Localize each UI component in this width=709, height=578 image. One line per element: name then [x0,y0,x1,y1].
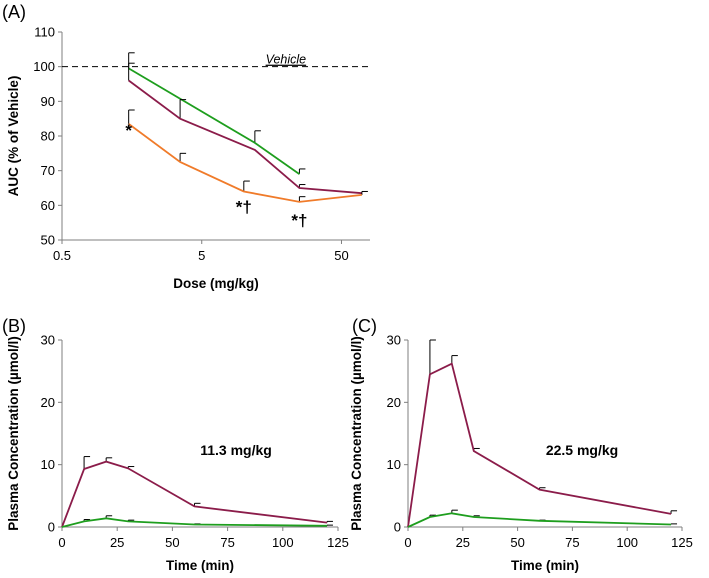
dose-label: 22.5 mg/kg [546,442,618,458]
x-tick-label: 125 [327,535,349,550]
chart-panel-1: (A) 50 60 70 80 90 100 110 0.5 5 50 Dose (mg/kg) AUC… [2,2,370,291]
y-axis-label: Plasma Concentration (µmol/l) [6,336,21,531]
panel-label: (B) [2,316,26,336]
x-tick-label: 50 [165,535,179,550]
significance-marker: *† [236,197,252,216]
x-tick-label: 5 [198,248,205,263]
x-tick-label: 100 [616,535,638,550]
x-tick-label: 0.5 [53,248,71,263]
dose-label: 11.3 mg/kg [200,442,272,458]
x-tick-label: 125 [671,535,693,550]
x-tick-label: 50 [510,535,524,550]
y-tick-label: 90 [41,94,55,109]
vehicle-label: Vehicle [266,53,307,67]
series-line-purple [61,460,328,528]
x-tick-label: 75 [220,535,234,550]
y-tick-label: 0 [394,520,401,535]
chart-panel-3: (C) 0 10 20 30 0 25 50 75 100 125 Time (min) Plasma … [349,316,693,573]
y-tick-label: 50 [41,233,55,248]
y-axis-label: AUC (% of Vehicle) [6,76,21,197]
series-purple [128,62,362,195]
y-tick-label: 60 [41,198,55,213]
series-green [61,515,333,528]
series-line-green [128,67,300,175]
series-purple [407,339,678,528]
x-tick-label: 100 [272,535,294,550]
x-tick-label: 50 [334,248,348,263]
y-tick-label: 110 [34,25,55,40]
y-tick-label: 30 [387,333,401,348]
panel-label: (C) [352,316,377,336]
series-purple [61,456,333,528]
y-tick-label: 80 [41,129,55,144]
y-axis-label: Plasma Concentration (µmol/l) [349,336,364,531]
significance-marker: * [125,121,132,140]
series-green [407,509,678,528]
y-tick-label: 0 [48,520,55,535]
y-tick-label: 20 [41,395,55,410]
y-tick-label: 20 [387,395,401,410]
y-tick-label: 100 [33,59,55,74]
x-axis-label: Time (min) [166,558,234,573]
series-orange [128,109,368,203]
y-tick-label: 70 [41,163,55,178]
x-tick-label: 25 [110,535,124,550]
x-axis-label: Time (min) [511,558,579,573]
significance-marker: *† [291,211,307,230]
series-line-orange [128,123,363,203]
series-line-green [407,512,672,528]
series-line-purple [407,362,672,528]
x-tick-label: 0 [404,535,411,550]
series-line-green [61,517,328,528]
y-tick-label: 30 [41,333,55,348]
x-tick-label: 75 [565,535,579,550]
series-line-purple [128,79,362,195]
x-tick-label: 0 [58,535,65,550]
panel-label: (A) [2,2,26,22]
x-tick-label: 25 [456,535,470,550]
y-tick-label: 10 [41,457,55,472]
x-axis-label: Dose (mg/kg) [173,276,259,291]
series-green [128,52,306,175]
y-tick-label: 10 [387,457,401,472]
chart-panel-2: (B) 0 10 20 30 0 25 50 75 100 125 Time (min) Plasma … [2,316,349,573]
